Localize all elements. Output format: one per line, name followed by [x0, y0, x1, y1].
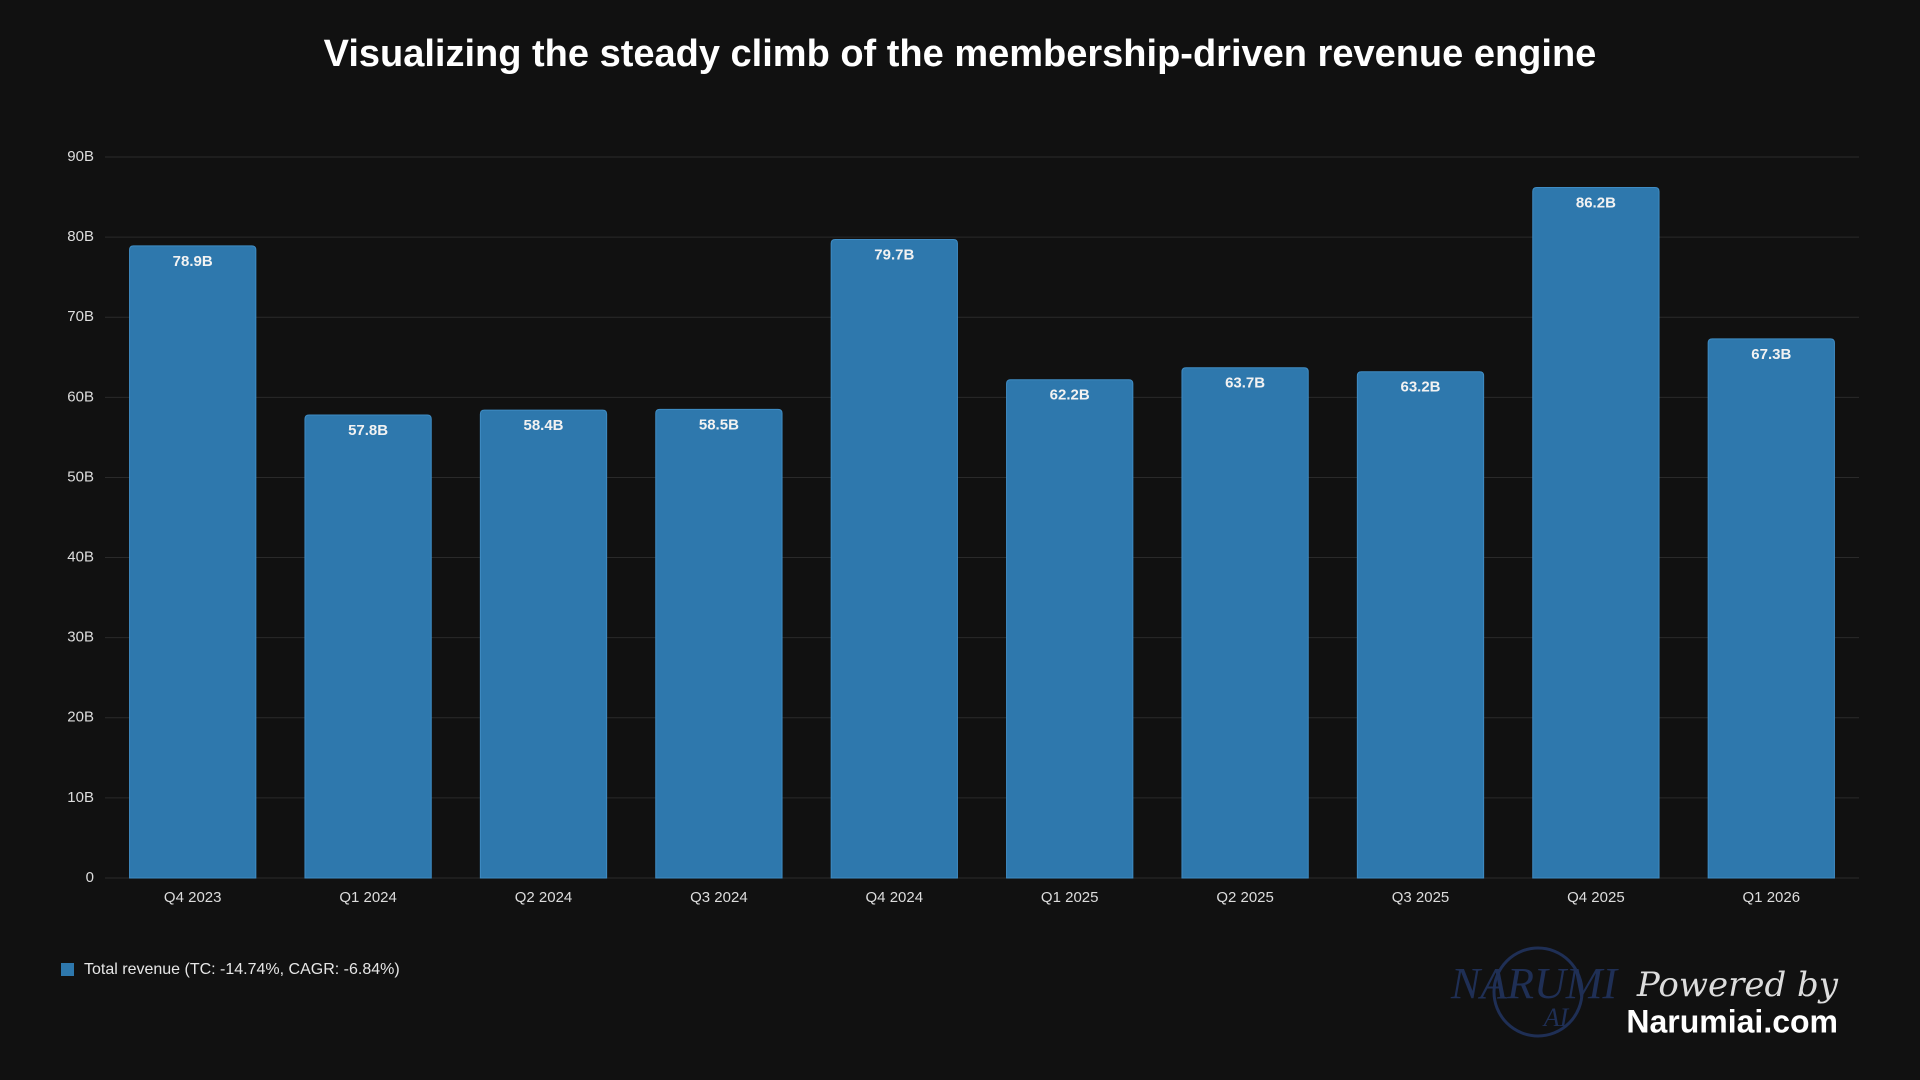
bar [830, 239, 958, 879]
bar [1356, 371, 1485, 879]
bar [479, 409, 608, 879]
bar [1181, 367, 1309, 879]
bar [1707, 338, 1835, 879]
x-tick-label: Q3 2024 [690, 889, 748, 906]
bar [1006, 379, 1134, 879]
bar [129, 245, 257, 879]
x-tick-label: Q4 2024 [866, 889, 924, 906]
value-label: 57.8B [348, 422, 388, 439]
logo-subtext: AI [1542, 1003, 1570, 1032]
x-tick-label: Q2 2025 [1216, 889, 1274, 906]
x-tick-label: Q1 2026 [1743, 889, 1801, 906]
x-tick-label: Q4 2025 [1567, 889, 1625, 906]
logo-ring [1492, 946, 1584, 1038]
x-tick-label: Q1 2025 [1041, 889, 1099, 906]
x-tick-label: Q4 2023 [164, 889, 222, 906]
y-tick-label: 70B [67, 308, 94, 325]
value-label: 58.4B [523, 417, 563, 434]
watermark: NARUMI AI Powered by Narumiai.com [1450, 946, 1839, 1039]
value-label: 86.2B [1576, 194, 1616, 211]
site-name: Narumiai.com [1626, 1003, 1838, 1039]
bar [655, 408, 783, 879]
y-tick-label: 30B [67, 629, 94, 646]
y-tick-label: 80B [67, 228, 94, 245]
y-tick-label: 10B [67, 789, 94, 806]
y-tick-label: 20B [67, 709, 94, 726]
y-tick-label: 40B [67, 549, 94, 566]
logo-text: NARUMI [1450, 959, 1620, 1008]
bar [304, 414, 432, 879]
value-label: 62.2B [1050, 387, 1090, 404]
value-label: 63.2B [1400, 379, 1440, 396]
y-tick-label: 60B [67, 388, 94, 405]
legend-swatch [61, 963, 74, 976]
value-label: 67.3B [1751, 346, 1791, 363]
y-tick-label: 90B [67, 148, 94, 165]
chart-title: Visualizing the steady climb of the memb… [324, 33, 1597, 75]
legend-label: Total revenue (TC: -14.74%, CAGR: -6.84%… [84, 961, 400, 978]
x-tick-label: Q1 2024 [339, 889, 397, 906]
bar [1532, 186, 1660, 879]
value-label: 63.7B [1225, 375, 1265, 392]
powered-by: Powered by [1636, 965, 1839, 1005]
value-label: 79.7B [874, 246, 914, 263]
x-tick-label: Q3 2025 [1392, 889, 1450, 906]
value-label: 78.9B [173, 253, 213, 270]
y-tick-label: 0 [86, 869, 94, 886]
value-label: 58.5B [699, 416, 739, 433]
y-tick-label: 50B [67, 468, 94, 485]
x-tick-label: Q2 2024 [515, 889, 573, 906]
